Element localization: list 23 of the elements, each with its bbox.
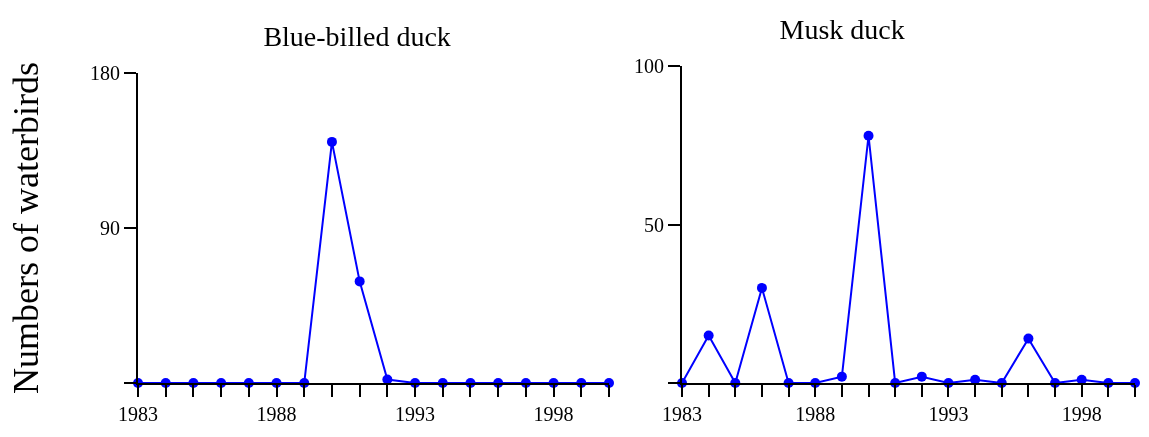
point [916,371,927,382]
point [703,330,714,341]
x-tick-label: 1993 [928,403,969,425]
chart-title: Blue-billed duck [263,20,451,52]
y-tick-label: 180 [90,62,120,84]
x-tick-label: 1983 [118,403,158,425]
x-tick-label: 1988 [795,403,836,425]
y-tick-label: 50 [644,213,664,236]
point [354,276,365,287]
y-tick-label: 100 [634,55,664,77]
point [1023,333,1034,344]
chart-title: Musk duck [779,14,905,46]
y-axis-title: Numbers of waterbirds [6,62,47,394]
x-tick-label: 1998 [1061,403,1102,425]
y-tick-label: 90 [100,217,120,239]
point [756,282,767,293]
point [863,130,874,141]
x-tick-label: 1983 [662,403,702,425]
x-tick-label: 1988 [256,403,297,425]
point [836,371,847,382]
point [326,136,337,147]
x-tick-label: 1998 [533,403,574,425]
x-tick-label: 1993 [395,403,436,425]
